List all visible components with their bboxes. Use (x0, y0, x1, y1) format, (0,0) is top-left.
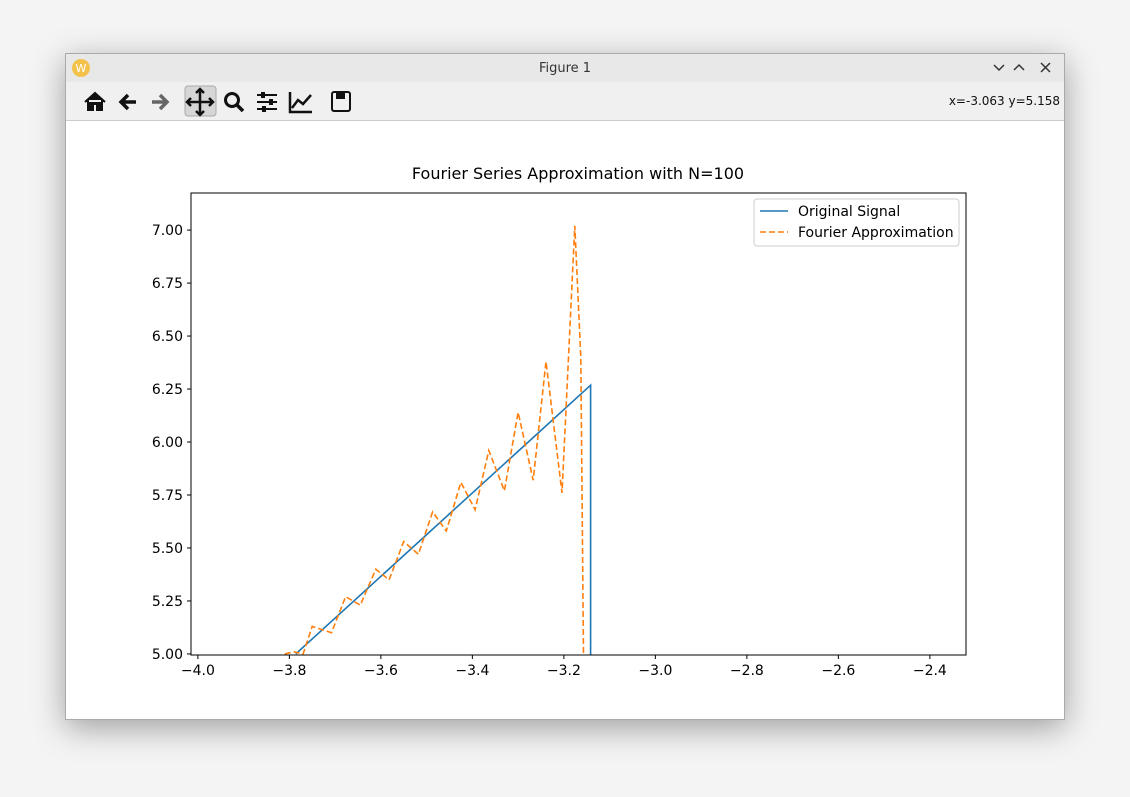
y-tick-label: 7.00 (152, 223, 183, 239)
x-tick-label: −3.2 (547, 663, 581, 679)
y-tick-label: 5.25 (152, 594, 183, 610)
y-tick-label: 6.00 (152, 435, 183, 451)
y-tick-label: 6.75 (152, 276, 183, 292)
legend-label: Fourier Approximation (798, 225, 954, 241)
y-tick-label: 6.50 (152, 329, 183, 345)
toolbar-buttons[interactable] (66, 82, 356, 120)
x-tick-label: −2.6 (821, 663, 855, 679)
y-tick-label: 5.75 (152, 488, 183, 504)
title-bar: W Figure 1 (66, 54, 1064, 82)
series-line (284, 225, 585, 655)
legend-label: Original Signal (798, 204, 900, 220)
window-controls[interactable] (988, 58, 1058, 78)
y-tick-label: 6.25 (152, 382, 183, 398)
chart: Fourier Series Approximation with N=100 … (152, 164, 967, 679)
y-tick-label: 5.50 (152, 541, 183, 557)
x-tick-label: −4.0 (181, 663, 215, 679)
x-tick-label: −2.4 (913, 663, 947, 679)
svg-text:W: W (76, 62, 87, 75)
x-tick-label: −3.8 (272, 663, 306, 679)
chart-title: Fourier Series Approximation with N=100 (412, 164, 744, 183)
legend-box (753, 198, 960, 247)
cursor-coordinates: x=-3.063 y=5.158 (948, 94, 1060, 108)
window-title: Figure 1 (538, 61, 592, 76)
series-line (295, 383, 592, 655)
y-tick-label: 5.00 (152, 647, 183, 663)
x-tick-label: −2.8 (730, 663, 764, 679)
x-tick-label: −3.4 (455, 663, 489, 679)
x-tick-label: −3.0 (638, 663, 672, 679)
plot-frame (190, 192, 967, 656)
app-icon: W (72, 59, 90, 77)
window: W Figure 1 x=-3.063 y=5.158 Fourier Seri… (65, 53, 1065, 720)
x-tick-label: −3.6 (364, 663, 398, 679)
toolbar: x=-3.063 y=5.158 (66, 82, 1064, 121)
